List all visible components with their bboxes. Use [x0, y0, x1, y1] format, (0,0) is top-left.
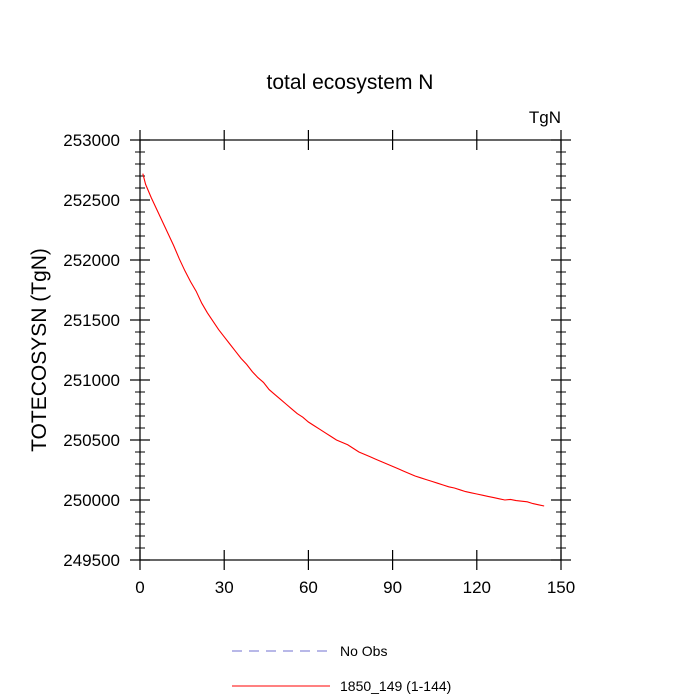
plot-frame [139, 139, 562, 561]
legend-label-1850-149: 1850_149 (1-144) [340, 678, 451, 694]
x-tick-label: 120 [463, 578, 491, 597]
x-tick-label: 90 [383, 578, 402, 597]
axis-ticks [130, 130, 571, 570]
units-label: TgN [529, 108, 561, 127]
y-tick-label: 252000 [63, 251, 120, 270]
y-tick-label: 249500 [63, 551, 120, 570]
x-tick-label: 0 [135, 578, 144, 597]
x-tick-label: 30 [215, 578, 234, 597]
axis-tick-labels: 0 30 60 90 120 150 249500 250000 250500 251000 251… [63, 131, 575, 597]
legend-label-no-obs: No Obs [340, 643, 387, 659]
y-tick-label: 251000 [63, 371, 120, 390]
legend: No Obs 1850_149 (1-144) [232, 643, 451, 694]
y-tick-label: 251500 [63, 311, 120, 330]
chart-title: total ecosystem N [267, 71, 434, 94]
y-tick-label: 250000 [63, 491, 120, 510]
x-tick-label: 150 [547, 578, 575, 597]
series-layer [142, 173, 545, 507]
y-tick-label: 250500 [63, 431, 120, 450]
series-line-1 [142, 173, 545, 507]
y-axis-label: TOTECOSYSN (TgN) [28, 248, 51, 452]
y-tick-label: 252500 [63, 191, 120, 210]
y-tick-label: 253000 [63, 131, 120, 150]
x-tick-label: 60 [299, 578, 318, 597]
